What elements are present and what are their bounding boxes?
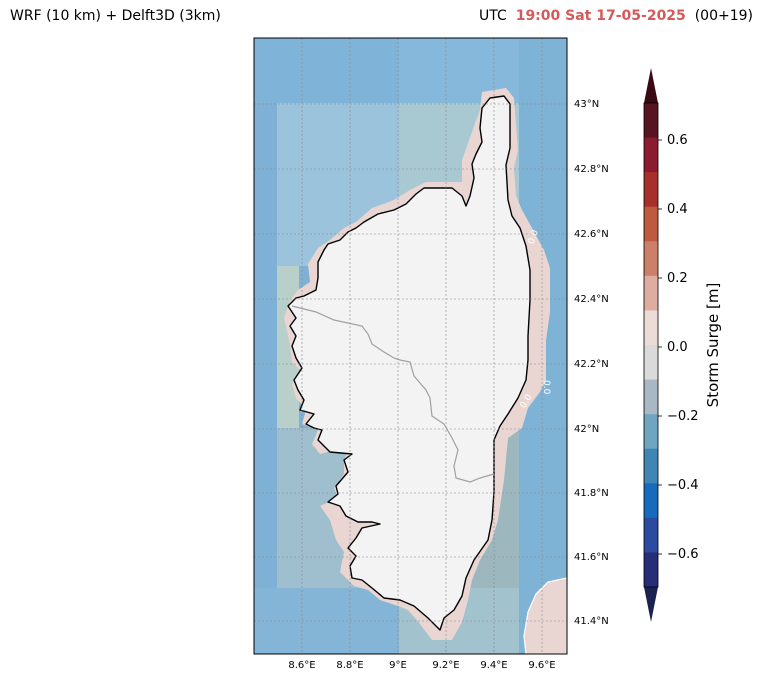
latitude-labels: 43°N 42.8°N 42.6°N 42.4°N 42.2°N 42°N 41… (574, 99, 609, 627)
map-title: WRF (10 km) + Delft3D (3km) (10, 8, 221, 24)
lon-label: 9.2°E (432, 660, 459, 671)
colorbar-tick-label: −0.4 (667, 478, 699, 493)
colorbar-tick-label: 0.4 (667, 202, 688, 217)
colorbar-frame (643, 102, 659, 588)
utc-label: UTC (479, 8, 507, 24)
corsica-island (287, 95, 531, 631)
lat-label: 41.8°N (574, 488, 609, 499)
colorbar-tick-label: −0.2 (667, 409, 699, 424)
lat-label: 42.4°N (574, 294, 609, 305)
surge-patch (254, 38, 399, 103)
colorbar-tick-label: −0.6 (667, 547, 699, 562)
lat-label: 42.8°N (574, 164, 609, 175)
forecast-step: (00+19) (694, 8, 753, 24)
map-frame (253, 37, 568, 655)
contour-label: 0.0 (541, 380, 551, 395)
colorbar-segment (644, 241, 658, 277)
colorbar-extend-top (644, 68, 658, 103)
colorbar-segment (644, 517, 658, 553)
colorbar-segment (644, 552, 658, 588)
lat-label: 41.6°N (574, 552, 609, 563)
colorbar-segment (644, 103, 658, 139)
lon-label: 8.6°E (288, 660, 315, 671)
lat-label: 42.6°N (574, 229, 609, 240)
colorbar-segment (644, 345, 658, 381)
colorbar-tick-label: 0.0 (667, 340, 688, 355)
longitude-labels: 8.6°E 8.8°E 9°E 9.2°E 9.4°E 9.6°E (288, 660, 555, 671)
lat-label: 43°N (574, 99, 599, 110)
colorbar-segment (644, 414, 658, 450)
colorbar-tick-label: 0.6 (667, 133, 688, 148)
colorbar-label: Storm Surge [m] (704, 283, 722, 408)
lat-label: 41.4°N (574, 616, 609, 627)
colorbar-segment (644, 379, 658, 415)
graticule (254, 38, 567, 654)
sardinia-coast-patch (523, 577, 567, 654)
colorbar: 0.6 0.4 0.2 0.0 −0.2 −0.4 −0.6 Storm Sur… (643, 68, 722, 622)
lat-label: 42.2°N (574, 359, 609, 370)
colorbar-segment (644, 310, 658, 346)
colorbar-segment (644, 137, 658, 173)
regional-border (291, 305, 495, 483)
contour-label: 0.0 (527, 228, 541, 245)
colorbar-tick-label: 0.2 (667, 271, 688, 286)
lon-label: 9.6°E (528, 660, 555, 671)
lon-label: 9.4°E (480, 660, 507, 671)
map-area: 0.0 0.0 0.0 (254, 38, 567, 654)
colorbar-segment (644, 483, 658, 519)
lon-label: 8.8°E (336, 660, 363, 671)
colorbar-segment (644, 448, 658, 484)
lon-label: 9°E (389, 660, 407, 671)
colorbar-extend-bottom (644, 587, 658, 622)
colorbar-segment (644, 206, 658, 242)
forecast-timestamp: 19:00 Sat 17-05-2025 (515, 8, 686, 24)
forecast-time-header: UTC 19:00 Sat 17-05-2025 (00+19) (479, 8, 753, 24)
colorbar-segment (644, 275, 658, 311)
colorbar-segment (644, 172, 658, 208)
lat-label: 42°N (574, 424, 599, 435)
